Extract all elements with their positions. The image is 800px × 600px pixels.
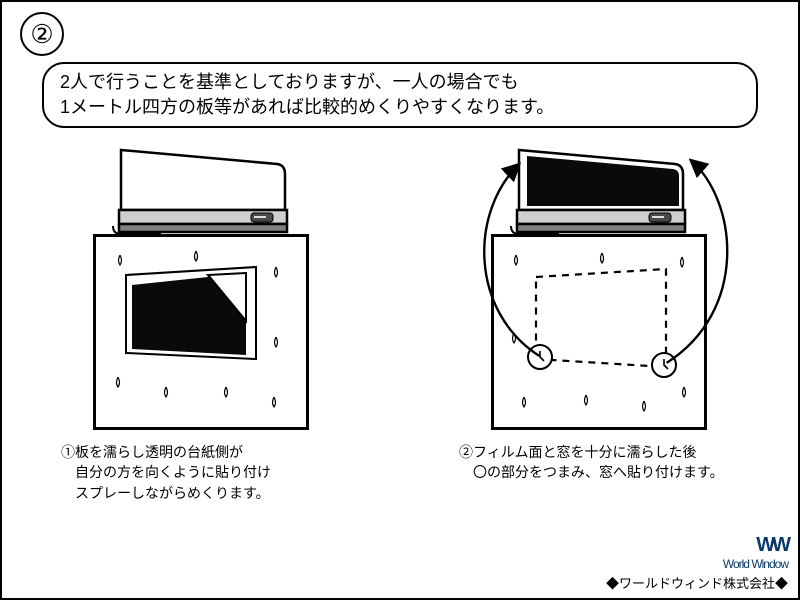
instruction-frame: ② 2人で行うことを基準としておりますが、一人の場合でも 1メートル四方の板等が… xyxy=(0,0,800,600)
car-window-left xyxy=(101,146,301,236)
board-left xyxy=(93,234,309,430)
tip-box: 2人で行うことを基準としておりますが、一人の場合でも 1メートル四方の板等があれ… xyxy=(42,62,758,128)
car-window-right xyxy=(499,146,699,236)
step-number-badge: ② xyxy=(20,12,64,56)
company-name: ◆ワールドウィンド株式会社◆ xyxy=(606,573,788,592)
caption-left-text: ①板を濡らし透明の台紙側が 自分の方を向くように貼り付け スプレーしながらめくり… xyxy=(61,444,271,501)
panels: ①板を濡らし透明の台紙側が 自分の方を向くように貼り付け スプレーしながらめくり… xyxy=(2,142,798,528)
logo-sub: World Window xyxy=(723,557,788,571)
caption-right-text: ②フィルム面と窓を十分に濡らした後 〇の部分をつまみ、窓へ貼り付けます。 xyxy=(459,444,724,480)
caption-right: ②フィルム面と窓を十分に濡らした後 〇の部分をつまみ、窓へ貼り付けます。 xyxy=(459,442,739,483)
tip-text: 2人で行うことを基準としておりますが、一人の場合でも 1メートル四方の板等があれ… xyxy=(60,72,554,117)
logo-abbr: WW xyxy=(756,534,788,556)
board-right xyxy=(491,234,707,430)
caption-left: ①板を濡らし透明の台紙側が 自分の方を向くように貼り付け スプレーしながらめくり… xyxy=(61,442,341,503)
panel-left: ①板を濡らし透明の台紙側が 自分の方を向くように貼り付け スプレーしながらめくり… xyxy=(2,142,400,528)
footer: WW World Window ◆ワールドウィンド株式会社◆ xyxy=(606,534,788,592)
step-number: ② xyxy=(30,19,53,50)
panel-right: ②フィルム面と窓を十分に濡らした後 〇の部分をつまみ、窓へ貼り付けます。 xyxy=(400,142,798,528)
logo: WW World Window xyxy=(606,534,788,571)
